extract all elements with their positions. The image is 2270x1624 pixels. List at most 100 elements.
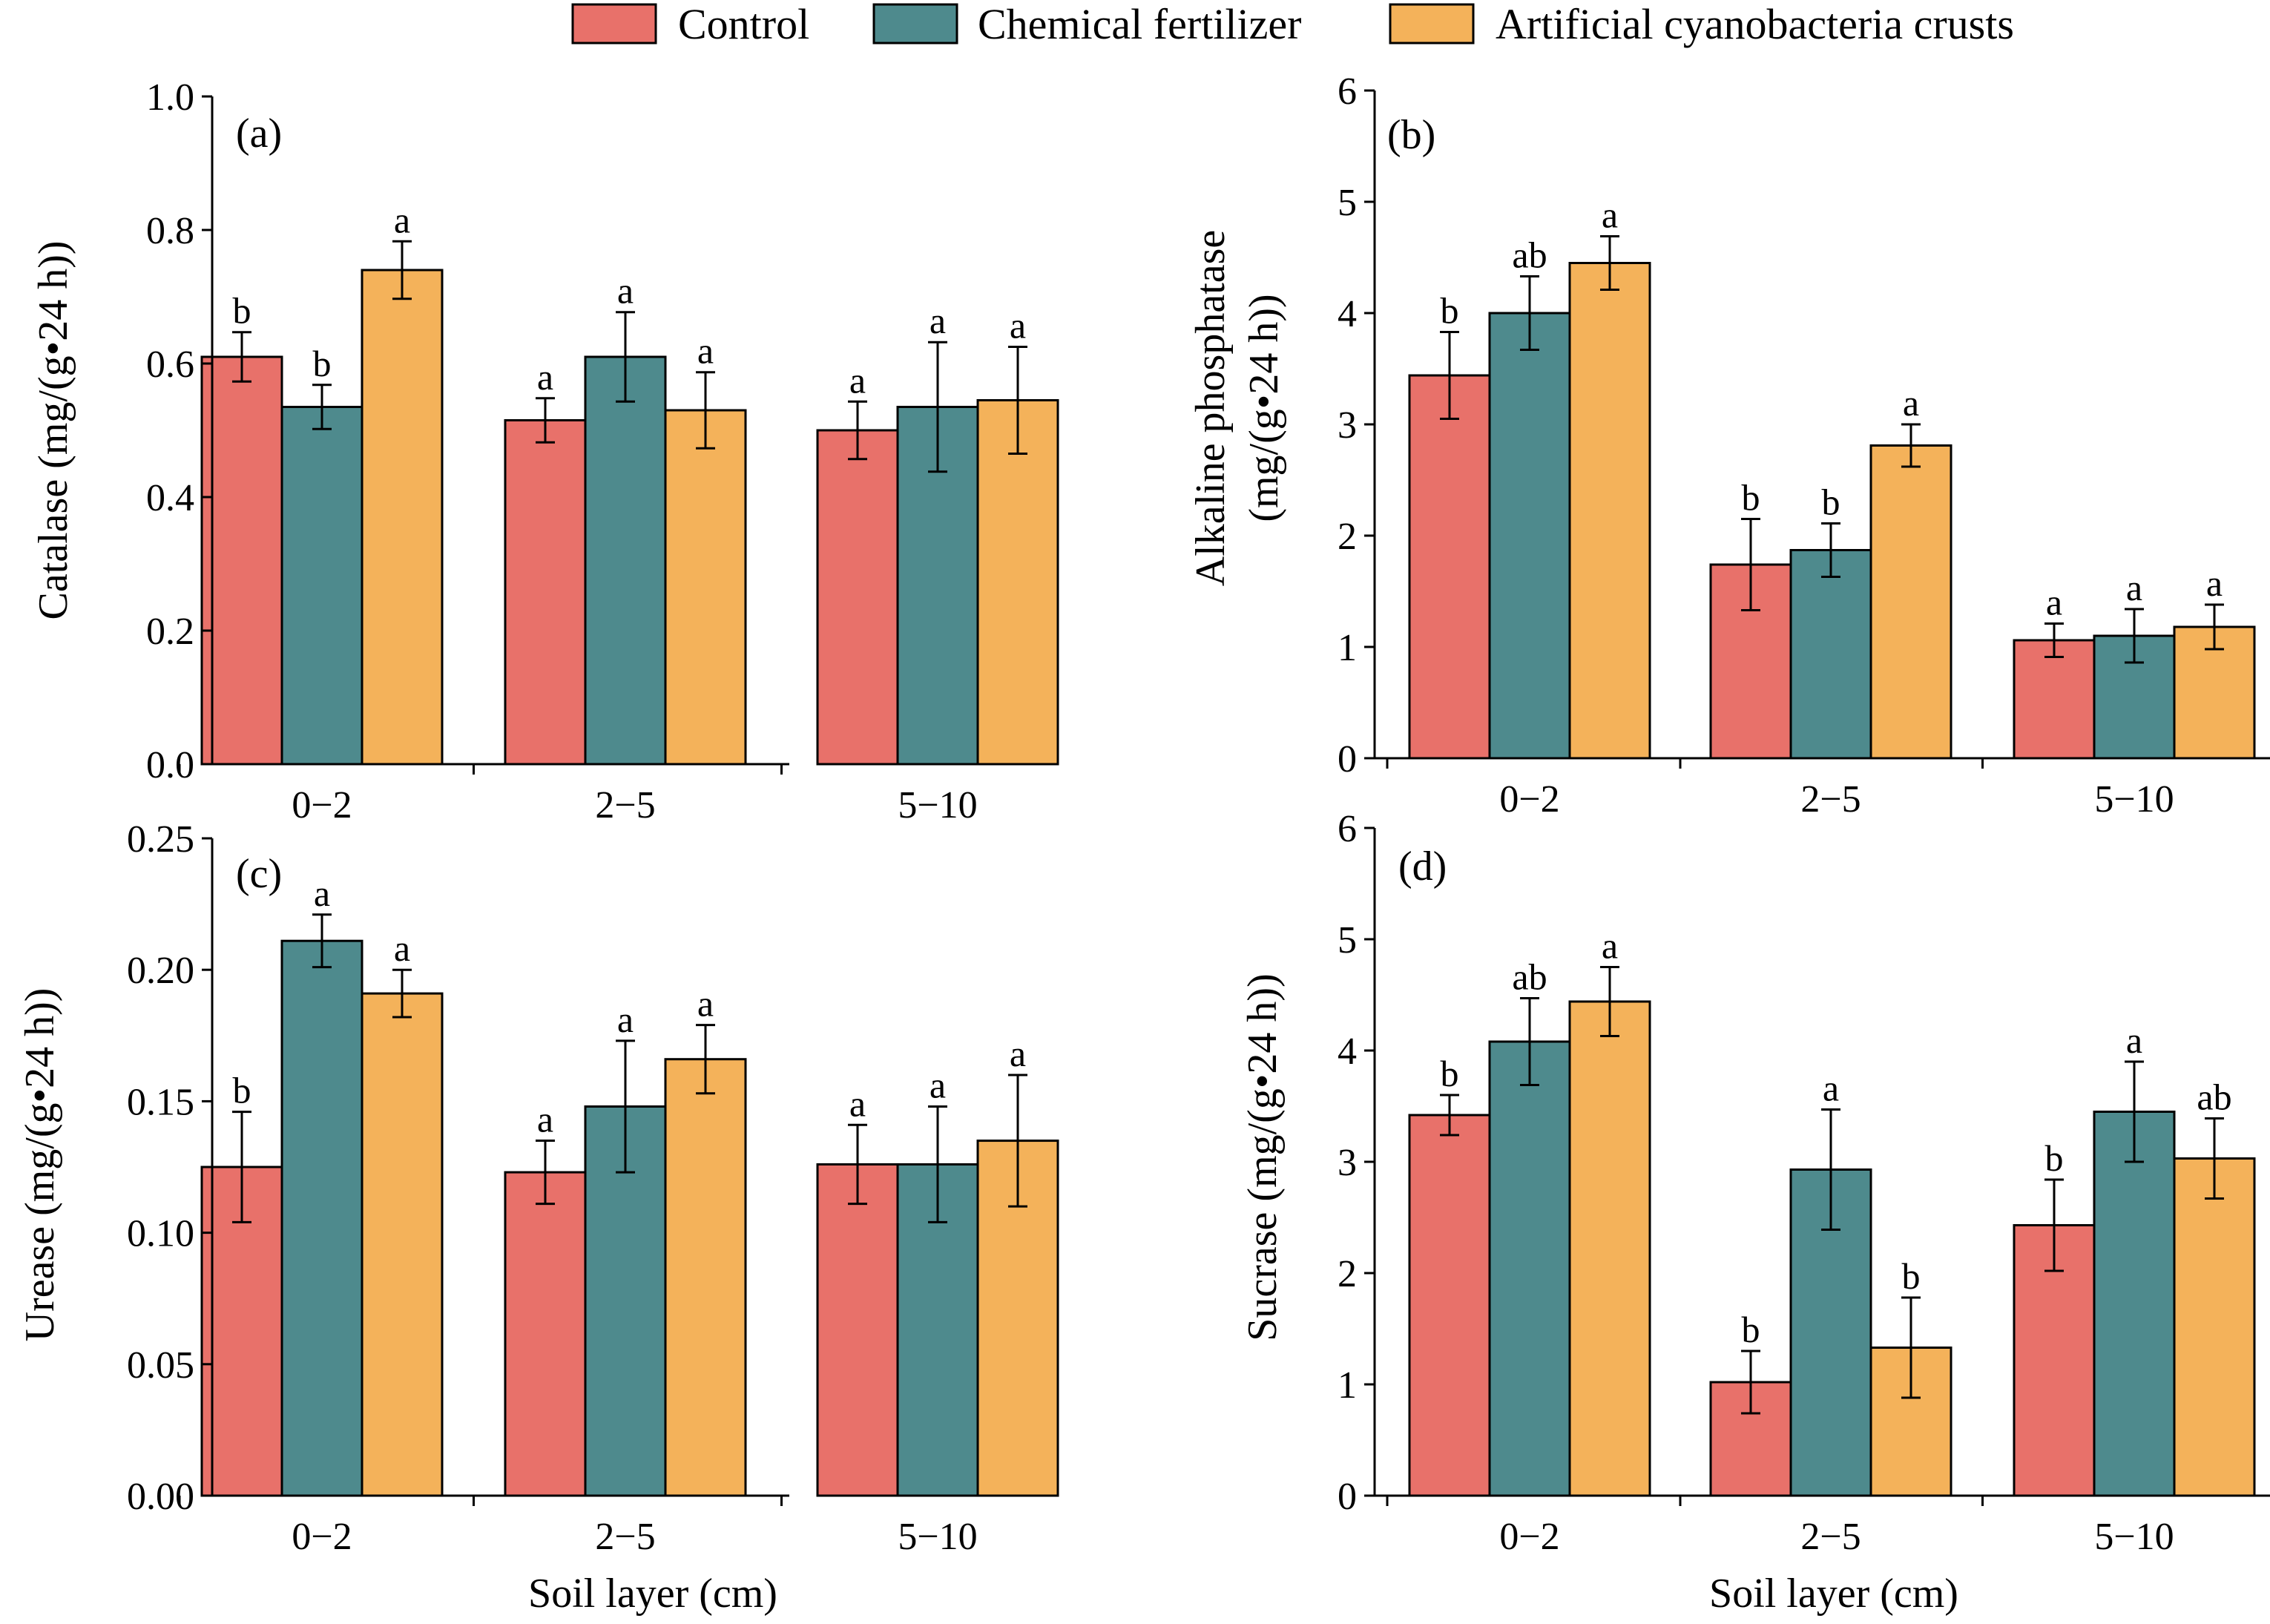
- y-tick-label-c-3: 0.15: [127, 1081, 194, 1123]
- sig-letter-b-artificial-cyanobacteria-crusts-1: a: [1903, 382, 1919, 424]
- error-bar-a-chemical-fertilizer-2: [928, 341, 947, 473]
- panel-label-a: (a): [236, 111, 282, 157]
- y-tick-label-d-3: 3: [1338, 1142, 1357, 1184]
- x-tick-label-a-2: 5−10: [898, 784, 977, 826]
- x-tick-label-b-2: 5−10: [2094, 778, 2174, 821]
- panel-label-d: (d): [1398, 844, 1447, 890]
- error-bar-c-artificial-cyanobacteria-crusts-0: [392, 968, 412, 1019]
- error-bar-c-chemical-fertilizer-0: [312, 913, 332, 969]
- sig-letter-a-artificial-cyanobacteria-crusts-2: a: [1010, 305, 1026, 346]
- legend: Control Chemical fertilizer Artificial c…: [571, 0, 2014, 48]
- sig-letter-d-chemical-fertilizer-0: ab: [1512, 956, 1547, 998]
- sig-letter-b-control-2: a: [2046, 582, 2062, 623]
- sig-letter-b-chemical-fertilizer-2: a: [2126, 567, 2142, 608]
- y-tick-label-c-1: 0.05: [127, 1344, 194, 1387]
- error-bar-b-chemical-fertilizer-2: [2125, 608, 2144, 664]
- error-bar-d-chemical-fertilizer-0: [1520, 997, 1539, 1086]
- sig-letter-d-artificial-cyanobacteria-crusts-0: a: [1602, 925, 1618, 967]
- error-bar-c-chemical-fertilizer-1: [616, 1039, 635, 1174]
- sig-letter-c-artificial-cyanobacteria-crusts-2: a: [1010, 1033, 1026, 1074]
- sig-letter-a-chemical-fertilizer-1: a: [617, 270, 634, 312]
- y-tick-label-c-5: 0.25: [127, 818, 194, 861]
- error-bar-a-chemical-fertilizer-1: [616, 311, 635, 403]
- bar-a-chemical-fertilizer-0: [280, 406, 363, 766]
- error-bar-d-chemical-fertilizer-1: [1821, 1108, 1840, 1231]
- x-axis-title-c: Soil layer (cm): [528, 1571, 777, 1617]
- y-tick-label-c-2: 0.10: [127, 1213, 194, 1255]
- bar-a-control-1: [504, 419, 587, 766]
- y-axis-title-d: Sucrase (mg/(g•24 h)): [1240, 973, 1286, 1341]
- y-tick-label-c-0: 0.00: [127, 1476, 194, 1518]
- x-tick-label-a-1: 2−5: [595, 784, 655, 826]
- y-tick-label-a-0: 0.0: [146, 744, 194, 786]
- error-bar-b-control-1: [1741, 518, 1760, 611]
- sig-letter-c-artificial-cyanobacteria-crusts-1: a: [697, 983, 714, 1025]
- sig-letter-b-artificial-cyanobacteria-crusts-0: a: [1602, 194, 1618, 236]
- error-bar-d-control-0: [1440, 1094, 1459, 1137]
- sig-letter-c-control-2: a: [849, 1082, 866, 1124]
- x-tick-label-c-0: 0−2: [292, 1516, 352, 1558]
- y-axis-title-b: Alkaline phosphatase: [1188, 230, 1234, 587]
- panel-label-b: (b): [1387, 112, 1435, 158]
- x-tick-label-b-1: 2−5: [1800, 778, 1861, 821]
- bar-a-control-0: [200, 355, 283, 766]
- y-tick-label-b-1: 1: [1338, 627, 1357, 669]
- x-tick-label-d-0: 0−2: [1499, 1516, 1559, 1558]
- bar-c-control-1: [504, 1171, 587, 1497]
- x-tick-label-b-0: 0−2: [1499, 778, 1559, 821]
- error-bar-d-artificial-cyanobacteria-crusts-0: [1600, 966, 1619, 1037]
- y-tick-label-d-0: 0: [1338, 1476, 1357, 1518]
- sig-letter-d-artificial-cyanobacteria-crusts-2: ab: [2197, 1076, 2231, 1118]
- legend-label-chemical-fertilizer: Chemical fertilizer: [978, 0, 1301, 48]
- error-bar-a-control-0: [232, 331, 251, 383]
- error-bar-a-control-2: [848, 400, 867, 461]
- error-bar-a-artificial-cyanobacteria-crusts-1: [696, 371, 715, 450]
- sig-letter-d-chemical-fertilizer-2: a: [2126, 1019, 2142, 1061]
- y-tick-label-d-2: 2: [1338, 1253, 1357, 1295]
- sig-letter-a-control-2: a: [849, 359, 866, 401]
- y-tick-label-b-6: 6: [1338, 70, 1357, 113]
- error-bar-a-control-1: [536, 397, 555, 444]
- legend-label-control: Control: [678, 0, 809, 48]
- bar-d-chemical-fertilizer-0: [1488, 1040, 1571, 1497]
- panel-c-urease-chart: b a a a a a a a a 0.00 0.05 0.10 0.15 0.20 0.25 0−2 2−5 5…: [17, 818, 1059, 1617]
- legend-label-artificial-cyanobacteria-crusts: Artificial cyanobacteria crusts: [1496, 0, 2014, 48]
- sig-letter-d-control-0: b: [1441, 1053, 1459, 1094]
- error-bar-b-artificial-cyanobacteria-crusts-0: [1600, 235, 1619, 291]
- error-bar-d-artificial-cyanobacteria-crusts-2: [2205, 1117, 2224, 1200]
- error-bar-c-artificial-cyanobacteria-crusts-1: [696, 1024, 715, 1095]
- y-tick-label-c-4: 0.20: [127, 950, 194, 992]
- error-bar-d-chemical-fertilizer-2: [2125, 1060, 2144, 1163]
- y-tick-label-d-5: 5: [1338, 919, 1357, 961]
- sig-letter-d-chemical-fertilizer-1: a: [1823, 1068, 1839, 1109]
- y-tick-label-b-2: 2: [1338, 516, 1357, 558]
- sig-letter-a-artificial-cyanobacteria-crusts-0: a: [394, 199, 410, 240]
- sig-letter-b-control-1: b: [1742, 477, 1760, 519]
- legend-swatch-control: [571, 3, 657, 45]
- bar-d-control-0: [1408, 1114, 1491, 1497]
- error-bar-a-artificial-cyanobacteria-crusts-0: [392, 240, 412, 300]
- sig-letter-b-artificial-cyanobacteria-crusts-2: a: [2206, 562, 2223, 604]
- error-bar-d-artificial-cyanobacteria-crusts-1: [1901, 1296, 1921, 1399]
- legend-swatch-artificial-cyanobacteria-crusts: [1389, 3, 1475, 45]
- bar-d-artificial-cyanobacteria-crusts-0: [1568, 1000, 1651, 1497]
- bar-c-artificial-cyanobacteria-crusts-0: [361, 992, 444, 1497]
- bar-a-artificial-cyanobacteria-crusts-2: [976, 399, 1059, 766]
- y-tick-label-b-4: 4: [1338, 293, 1357, 335]
- bar-b-chemical-fertilizer-0: [1488, 312, 1571, 760]
- bar-b-control-0: [1408, 374, 1491, 760]
- y-tick-label-b-0: 0: [1338, 738, 1357, 780]
- sig-letter-c-chemical-fertilizer-0: a: [314, 872, 330, 914]
- sig-letter-c-chemical-fertilizer-2: a: [930, 1064, 946, 1105]
- bar-b-chemical-fertilizer-1: [1789, 549, 1872, 760]
- error-bar-d-control-2: [2044, 1178, 2064, 1272]
- bar-b-artificial-cyanobacteria-crusts-0: [1568, 262, 1651, 760]
- bar-c-chemical-fertilizer-0: [280, 939, 363, 1497]
- sig-letter-a-artificial-cyanobacteria-crusts-1: a: [697, 330, 714, 372]
- error-bar-b-chemical-fertilizer-0: [1520, 275, 1539, 351]
- bar-c-artificial-cyanobacteria-crusts-1: [664, 1058, 747, 1497]
- sig-letter-c-control-1: a: [537, 1099, 553, 1140]
- y-axis-title-line2-b: (mg/(g•24 h)): [1241, 294, 1287, 522]
- sig-letter-b-control-0: b: [1441, 290, 1459, 332]
